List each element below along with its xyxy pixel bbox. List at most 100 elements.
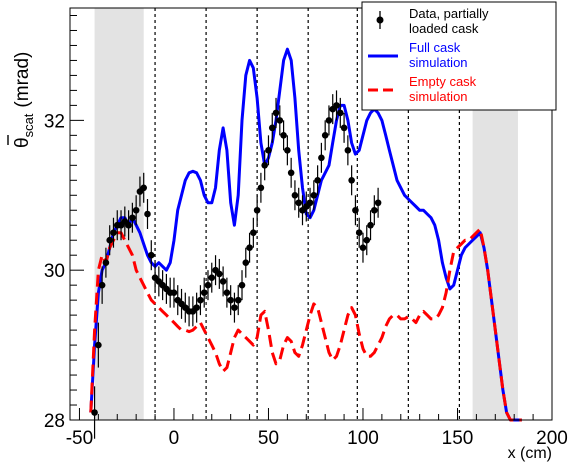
x-tick-label: 100: [347, 428, 379, 449]
y-axis-label: θscat (mrad): [7, 52, 36, 148]
data-point: [367, 210, 374, 241]
data-marker: [352, 206, 359, 214]
data-marker: [242, 259, 250, 266]
data-point: [106, 225, 113, 256]
data-point: [314, 165, 321, 196]
data-marker: [238, 281, 246, 289]
data-point: [321, 120, 329, 151]
data-marker: [363, 236, 371, 244]
data-marker: [197, 296, 204, 304]
data-marker: [265, 147, 272, 154]
data-marker: [374, 199, 382, 207]
x-axis-label: x (cm): [508, 445, 552, 462]
data-marker: [253, 206, 261, 214]
data-point: [197, 285, 204, 316]
data-point: [144, 199, 151, 229]
data-point: [280, 120, 287, 151]
data-point: [212, 255, 219, 286]
data-point: [129, 202, 136, 233]
data-point: [242, 247, 250, 278]
y-axis-label-unit: (mrad): [12, 52, 33, 108]
data-marker: [261, 162, 268, 169]
x-tick-label: -50: [66, 428, 93, 449]
data-marker: [216, 270, 223, 278]
data-point: [159, 270, 166, 301]
data-point: [325, 105, 333, 136]
legend-label: Empty cask: [409, 74, 477, 89]
data-marker: [219, 278, 227, 285]
data-point: [265, 135, 272, 166]
data-point: [348, 165, 355, 196]
data-marker: [147, 251, 155, 259]
data-point: [208, 262, 216, 293]
shaded-region-0: [94, 8, 144, 420]
data-point: [295, 187, 303, 218]
data-marker: [140, 184, 148, 192]
y-axis-label-symbol: θ: [12, 137, 33, 148]
data-marker: [102, 259, 110, 266]
svg-text:θscat(mrad): θscat (mrad): [12, 52, 36, 148]
data-marker: [276, 117, 284, 124]
data-point: [140, 172, 148, 203]
data-marker: [132, 206, 140, 214]
data-point: [223, 277, 231, 308]
data-point: [227, 285, 234, 316]
data-point: [344, 135, 352, 166]
data-point: [189, 296, 197, 327]
data-point: [268, 112, 276, 143]
data-point: [246, 232, 253, 263]
data-point: [219, 266, 227, 297]
legend-label: Full cask: [409, 40, 461, 55]
data-point: [204, 270, 212, 301]
x-tick-label: 50: [258, 428, 279, 449]
data-marker: [291, 191, 299, 199]
data-marker: [91, 409, 98, 416]
data-marker: [227, 296, 234, 304]
data-marker: [193, 304, 200, 311]
data-marker: [250, 229, 257, 237]
data-point: [193, 292, 200, 323]
y-axis-label-subscript: scat: [21, 113, 36, 137]
data-marker: [355, 229, 363, 237]
data-marker: [98, 281, 106, 289]
data-point: [355, 217, 363, 248]
data-marker: [344, 147, 352, 154]
data-marker: [321, 132, 329, 139]
data-marker: [284, 147, 291, 154]
data-marker: [95, 341, 102, 349]
data-marker: [280, 132, 287, 139]
data-marker: [348, 176, 355, 184]
y-tick-label: 28: [44, 411, 65, 432]
data-point: [284, 135, 291, 166]
data-point: [287, 157, 295, 188]
data-marker: [359, 244, 367, 252]
data-marker: [318, 154, 325, 162]
legend-label: simulation: [409, 55, 468, 70]
data-marker: [110, 229, 117, 237]
data-point: [174, 285, 182, 316]
legend-label: simulation: [409, 89, 468, 104]
data-point: [110, 217, 117, 248]
data-point: [261, 150, 268, 181]
data-marker: [170, 289, 178, 296]
legend-label: loaded cask: [409, 21, 479, 36]
data-marker: [268, 124, 276, 132]
data-point: [250, 217, 257, 248]
x-tick-label: 0: [169, 428, 180, 449]
data-marker: [272, 109, 280, 117]
data-points: [91, 90, 382, 439]
y-tick-label: 32: [44, 111, 65, 132]
data-point: [163, 273, 170, 304]
plot-frame: [69, 7, 553, 421]
data-point: [306, 187, 314, 218]
data-point: [170, 277, 178, 308]
data-marker: [125, 221, 132, 229]
data-point: [231, 292, 238, 323]
data-point: [257, 172, 265, 203]
data-point: [363, 225, 371, 256]
data-point: [371, 195, 378, 226]
data-point: [147, 240, 155, 271]
data-point: [318, 142, 325, 173]
